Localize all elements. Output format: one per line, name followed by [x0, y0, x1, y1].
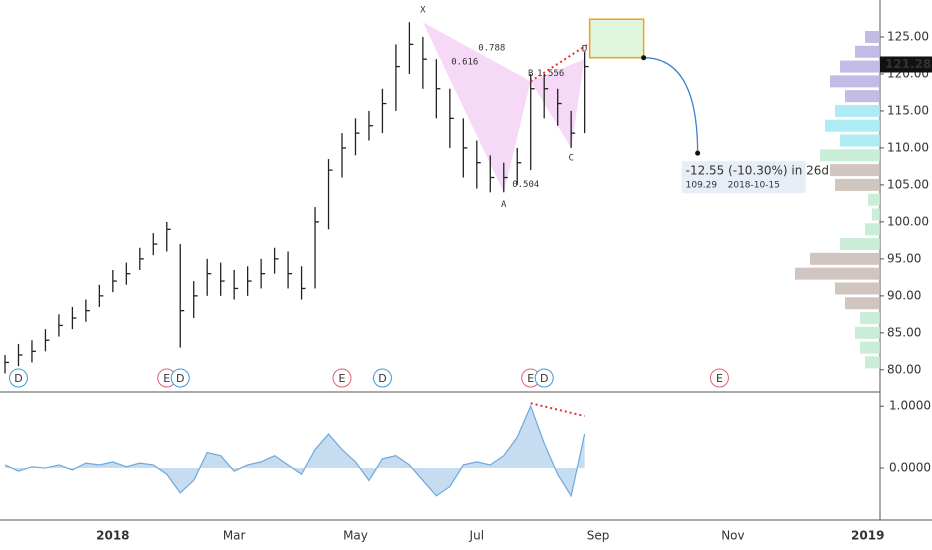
volume-profile-bar [820, 149, 880, 162]
projection-arrow [643, 57, 699, 154]
event-marker [709, 368, 729, 388]
volume-profile-bar [872, 208, 880, 221]
volume-profile-bar [865, 223, 880, 236]
y-tick-label: 110.00 [887, 140, 929, 154]
volume-profile-bar [860, 312, 880, 325]
event-marker [534, 368, 554, 388]
volume-profile-bar [795, 267, 880, 280]
volume-profile-bar [835, 282, 880, 295]
divergence-line [530, 42, 591, 83]
event-label: E [527, 372, 534, 385]
pattern-ratio: 0.788 [478, 44, 505, 54]
event-label: D [176, 372, 184, 385]
x-tick-label: 2018 [96, 529, 129, 543]
event-label: E [716, 372, 723, 385]
y-tick-label: 125.00 [887, 29, 929, 43]
divergence-line [530, 402, 585, 418]
volume-profile-bar [868, 193, 880, 206]
volume-profile-bar [835, 178, 880, 191]
pattern-point-label: A [501, 200, 507, 210]
x-tick-label: 2019 [851, 529, 884, 543]
y-tick-label: 80.00 [887, 362, 921, 376]
volume-profile-bar [845, 90, 880, 103]
event-label: D [378, 372, 386, 385]
pattern-point-label: X [420, 6, 426, 16]
pattern-ratio: 0.504 [512, 180, 539, 190]
pattern-ratio: 0.616 [451, 58, 478, 68]
indicator-line [4, 404, 586, 498]
volume-profile-bar [840, 60, 880, 73]
pattern-fill [422, 22, 531, 193]
pattern-point-label: C [568, 153, 573, 163]
projection-date: 2018-10-15 [728, 181, 780, 191]
event-label: D [540, 372, 548, 385]
volume-profile-bar [860, 341, 880, 354]
y-tick-label: 115.00 [887, 103, 929, 117]
y-tick-label: 95.00 [887, 251, 921, 265]
x-tick-label: Sep [587, 529, 610, 543]
event-label: E [163, 372, 170, 385]
event-label: E [339, 372, 346, 385]
x-tick-label: Mar [223, 529, 246, 543]
projection-box [588, 18, 645, 59]
indicator-area [5, 406, 585, 496]
projection-label-bg [681, 161, 806, 194]
volume-profile-bar [865, 356, 880, 369]
y-tick-label: 0.0000 [889, 461, 931, 475]
volume-profile-bar [865, 30, 880, 43]
projection-change: -12.55 (-10.30%) in 26d [686, 164, 829, 178]
volume-profile-bar [840, 238, 880, 251]
pattern-point-label: D [582, 45, 587, 55]
projection-target [695, 150, 701, 156]
projection-start [641, 55, 647, 61]
event-marker [170, 368, 190, 388]
pattern-ratio: 1.556 [537, 69, 564, 79]
event-marker [372, 368, 392, 388]
event-label: D [14, 372, 22, 385]
last-price-box [880, 56, 932, 73]
y-tick-label: 90.00 [887, 288, 921, 302]
x-tick-label: May [343, 529, 368, 543]
x-tick-label: Jul [469, 529, 484, 543]
volume-profile-bar [810, 252, 880, 265]
y-tick-label: 85.00 [887, 325, 921, 339]
last-price-label: 121.28 [885, 57, 931, 71]
volume-profile-bar [825, 119, 880, 132]
pattern-point-label: B [528, 69, 533, 79]
volume-profile-bar [830, 164, 880, 177]
event-marker [8, 368, 28, 388]
volume-profile-bar [835, 104, 880, 117]
volume-profile-bar [855, 45, 880, 58]
volume-profile-bar [845, 297, 880, 310]
volume-profile-bar [830, 75, 880, 88]
y-tick-label: 100.00 [887, 214, 929, 228]
volume-profile-bar [855, 326, 880, 339]
y-tick-label: 1.0000 [889, 399, 931, 413]
event-marker [332, 368, 352, 388]
projection-target-label: 109.29 [686, 181, 718, 191]
volume-profile-bar [840, 134, 880, 147]
y-tick-label: 105.00 [887, 177, 929, 191]
x-tick-label: Nov [721, 529, 744, 543]
